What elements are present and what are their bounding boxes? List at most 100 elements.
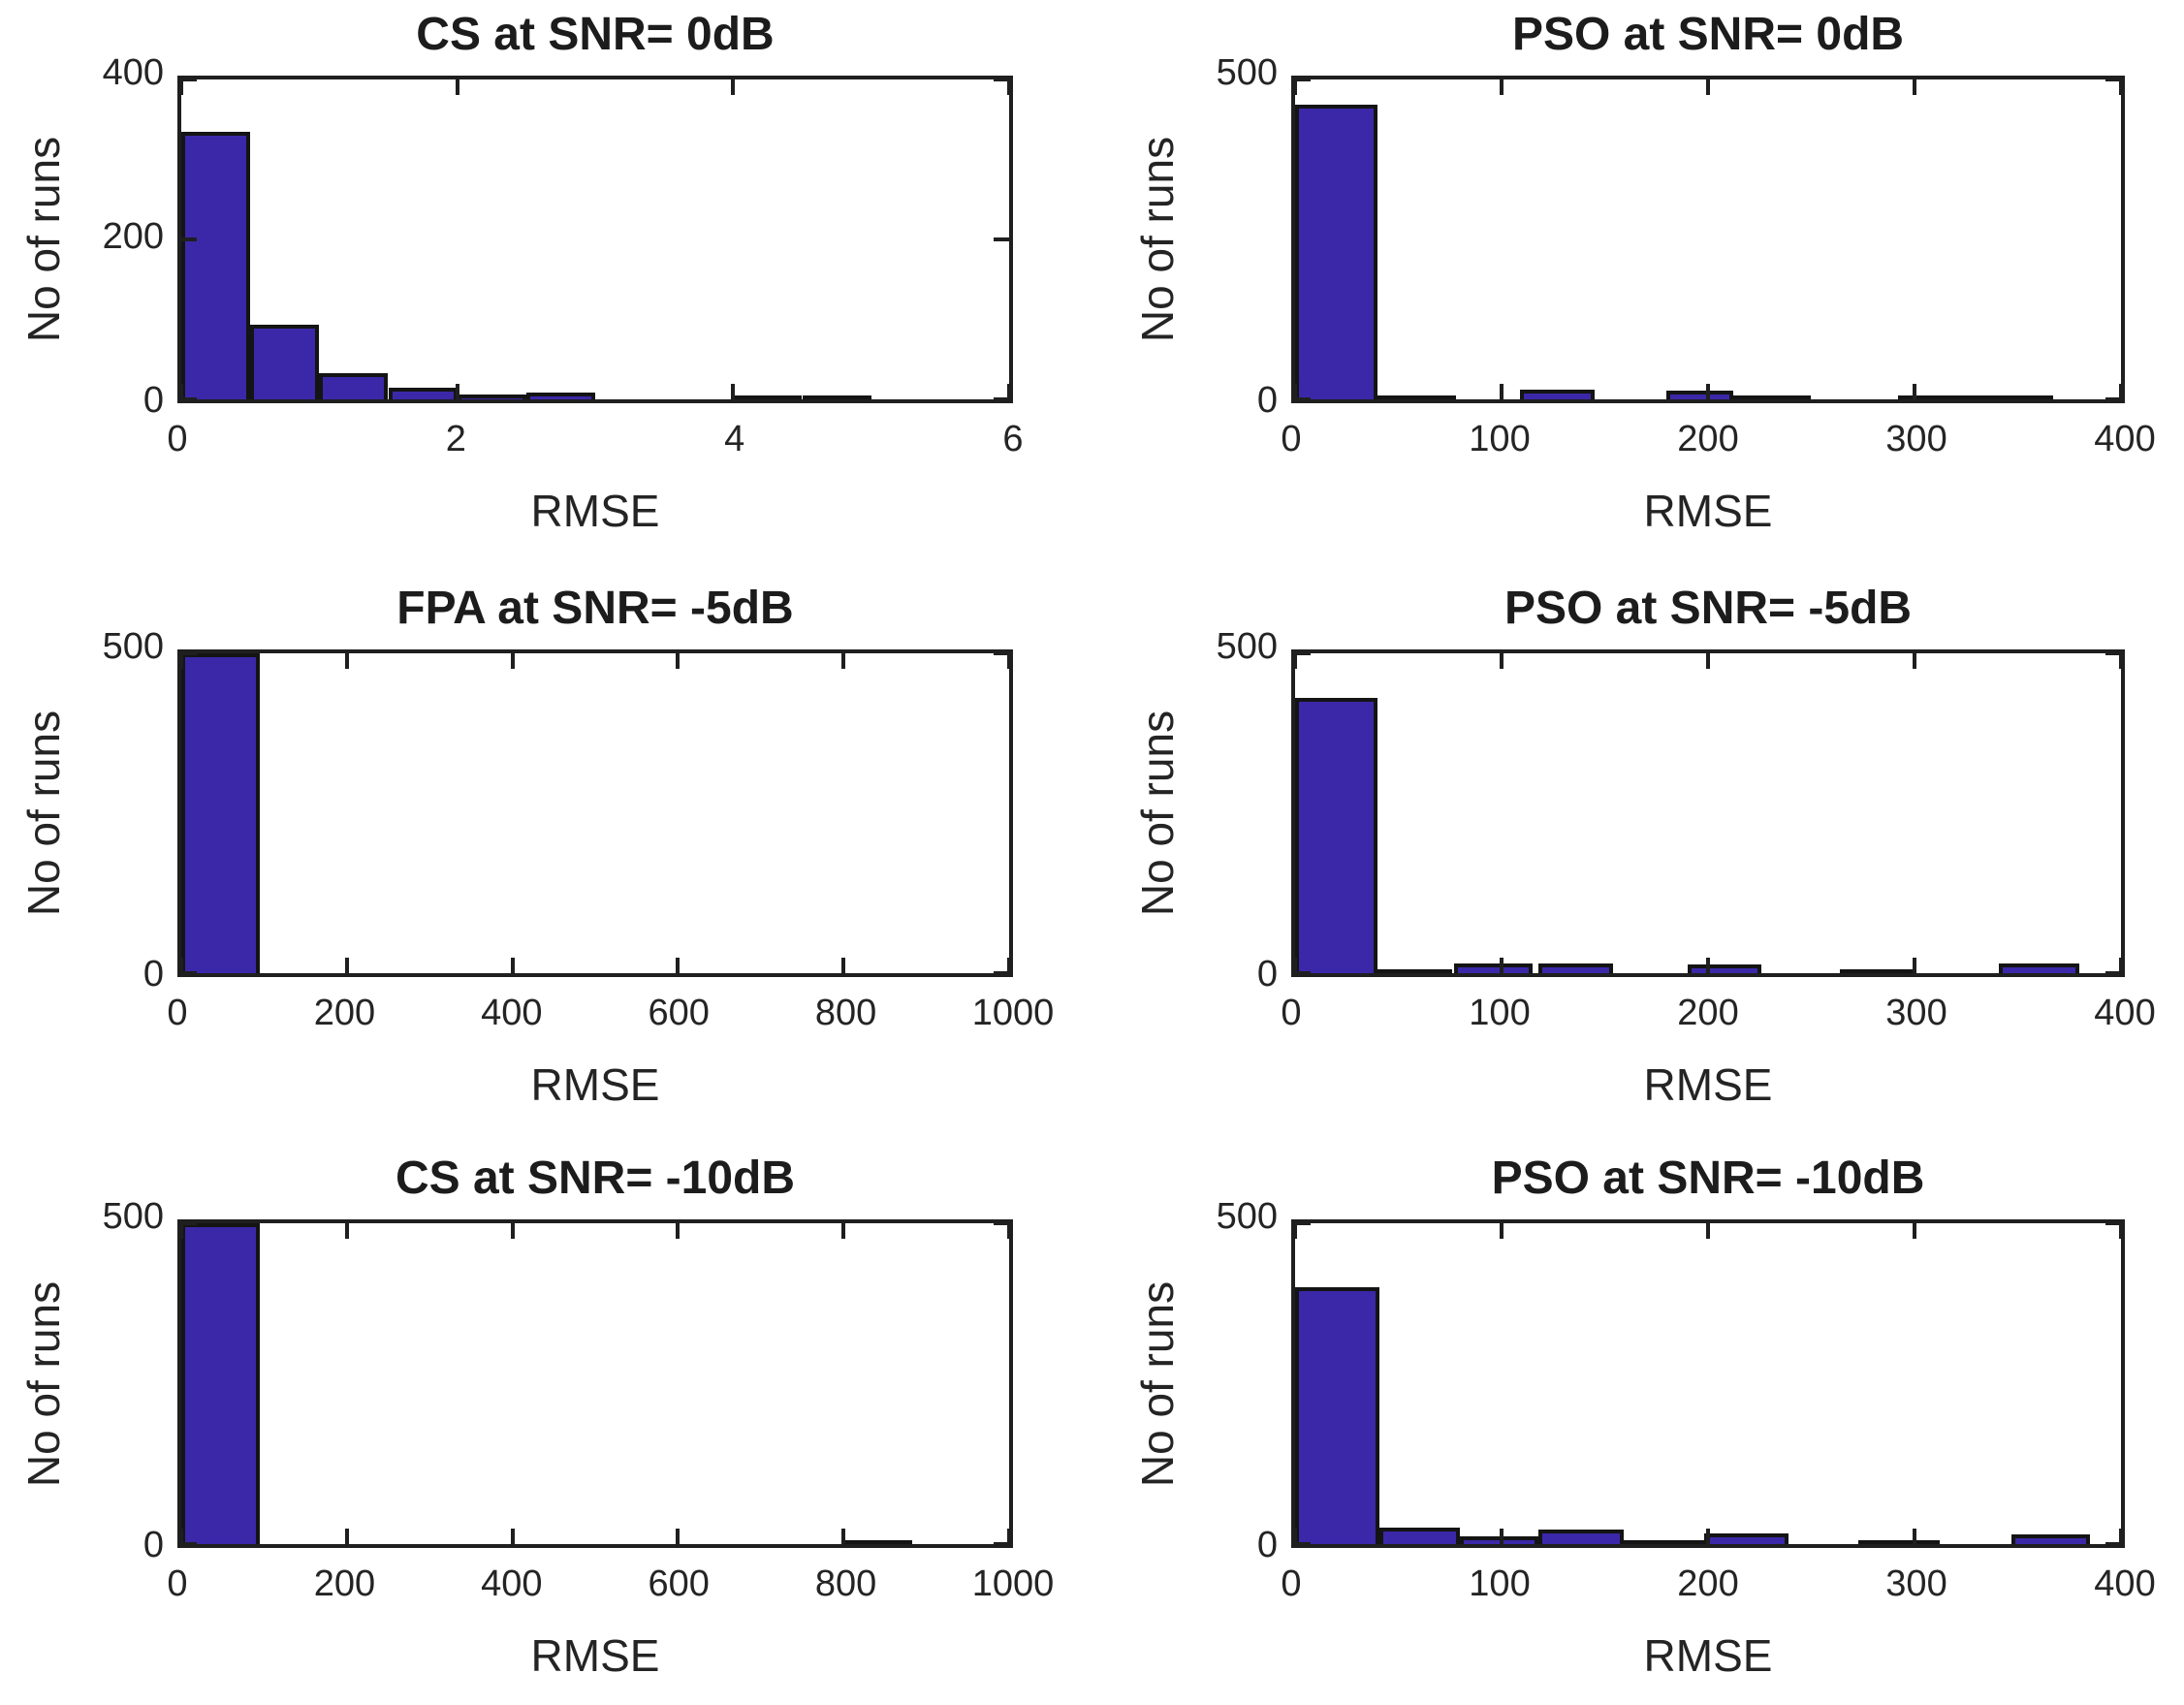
x-tick-label: 0 — [1281, 993, 1302, 1033]
y-axis-label: No of runs — [18, 710, 69, 917]
histogram-bar — [2011, 1534, 2091, 1544]
histogram-bar — [319, 372, 389, 399]
y-tick-label: 0 — [142, 1525, 164, 1565]
x-tick-mark — [1706, 1529, 1710, 1544]
y-tick-mark — [1295, 651, 1311, 655]
histogram-bar — [1840, 969, 1915, 973]
histogram-bar — [1732, 395, 1812, 399]
y-axis-label: No of runs — [1132, 1280, 1183, 1487]
x-tick-mark-top — [841, 1223, 846, 1239]
y-tick-mark-right — [994, 397, 1009, 401]
plot-area — [177, 1219, 1013, 1548]
chart-title: FPA at SNR= -5dB — [396, 583, 794, 634]
histogram-bar — [1897, 395, 1979, 399]
y-tick-mark-right — [2105, 1542, 2121, 1546]
x-tick-label: 2 — [445, 419, 466, 459]
x-tick-mark-top — [179, 79, 183, 95]
y-tick-mark — [1295, 971, 1311, 975]
x-tick-label: 0 — [1281, 419, 1302, 459]
plot-area — [1291, 649, 2125, 977]
y-tick-mark — [181, 397, 197, 401]
y-tick-label: 0 — [1256, 380, 1278, 421]
x-tick-mark — [1706, 958, 1710, 973]
y-tick-label: 400 — [102, 52, 164, 93]
x-axis-label: RMSE — [1643, 1630, 1773, 1681]
x-tick-label: 200 — [1677, 419, 1739, 459]
histogram-bar — [802, 395, 871, 399]
y-tick-mark-right — [994, 237, 1009, 241]
x-tick-mark — [344, 958, 349, 973]
y-tick-mark — [1295, 1542, 1311, 1546]
histogram-bar — [1295, 698, 1378, 973]
x-tick-label: 800 — [814, 993, 877, 1033]
x-tick-label: 1000 — [971, 1563, 1055, 1604]
x-tick-mark-top — [1293, 1223, 1297, 1239]
x-tick-mark — [841, 1529, 846, 1544]
x-tick-mark — [455, 384, 459, 399]
x-tick-mark-top — [1293, 653, 1297, 669]
x-tick-label: 100 — [1469, 993, 1531, 1033]
histogram-bar — [1703, 1532, 1789, 1544]
x-tick-mark-top — [2119, 653, 2123, 669]
histogram-bar — [1623, 1540, 1704, 1544]
x-tick-mark — [179, 384, 183, 399]
x-tick-mark — [1913, 384, 1916, 399]
x-tick-label: 200 — [1677, 993, 1739, 1033]
y-tick-label: 0 — [142, 380, 164, 421]
y-tick-label: 500 — [102, 626, 164, 667]
x-tick-mark-top — [1007, 1223, 1011, 1239]
y-tick-mark-right — [994, 1221, 1009, 1225]
x-tick-mark — [1500, 958, 1503, 973]
x-tick-mark — [1913, 1529, 1916, 1544]
x-tick-mark — [179, 1529, 183, 1544]
y-tick-mark-right — [994, 78, 1009, 81]
x-tick-label: 300 — [1885, 419, 1947, 459]
x-tick-mark — [841, 958, 846, 973]
x-tick-label: 400 — [481, 1563, 543, 1604]
x-tick-label: 1000 — [971, 993, 1055, 1033]
x-tick-mark — [1500, 384, 1503, 399]
plot-area — [1291, 1219, 2125, 1548]
histogram-bar — [1295, 1287, 1380, 1544]
chart-title: CS at SNR= -10dB — [395, 1152, 796, 1204]
histogram-bar — [1460, 1536, 1539, 1544]
x-tick-mark-top — [1706, 79, 1710, 95]
y-tick-mark — [181, 237, 197, 241]
x-tick-label: 400 — [481, 993, 543, 1033]
y-tick-mark-right — [2105, 1221, 2121, 1225]
y-tick-mark-right — [2105, 78, 2121, 81]
chart-title: PSO at SNR= -10dB — [1491, 1152, 1925, 1204]
x-tick-label: 800 — [814, 1563, 877, 1604]
x-tick-mark-top — [676, 1223, 681, 1239]
plot-area — [177, 76, 1013, 403]
x-tick-mark — [2119, 958, 2123, 973]
x-tick-label: 0 — [1281, 1563, 1302, 1604]
x-tick-mark — [1293, 958, 1297, 973]
histogram-bar — [250, 325, 320, 399]
histogram-bar — [1454, 963, 1533, 973]
x-tick-mark-top — [179, 1223, 183, 1239]
histogram-bar — [1999, 963, 2080, 973]
x-tick-mark — [1293, 1529, 1297, 1544]
chart-title: PSO at SNR= -5dB — [1503, 583, 1913, 634]
histogram-bar — [1377, 969, 1452, 973]
x-tick-mark-top — [1500, 79, 1503, 95]
histogram-bar — [1295, 105, 1378, 399]
y-axis-label: No of runs — [18, 136, 69, 343]
y-tick-mark — [181, 971, 197, 975]
x-tick-mark — [510, 958, 515, 973]
y-tick-label: 500 — [1216, 52, 1278, 93]
x-tick-mark-top — [731, 79, 736, 95]
x-tick-mark — [1913, 958, 1916, 973]
x-tick-mark-top — [1293, 79, 1297, 95]
histogram-bar — [1666, 391, 1733, 399]
histogram-bar — [1538, 1530, 1624, 1544]
x-tick-label: 600 — [648, 993, 710, 1033]
x-tick-mark-top — [344, 1223, 349, 1239]
y-axis-label: No of runs — [1132, 710, 1183, 917]
x-tick-mark — [676, 958, 681, 973]
plot-area — [177, 649, 1013, 977]
x-tick-mark — [1500, 1529, 1503, 1544]
histogram-bar — [181, 131, 251, 399]
